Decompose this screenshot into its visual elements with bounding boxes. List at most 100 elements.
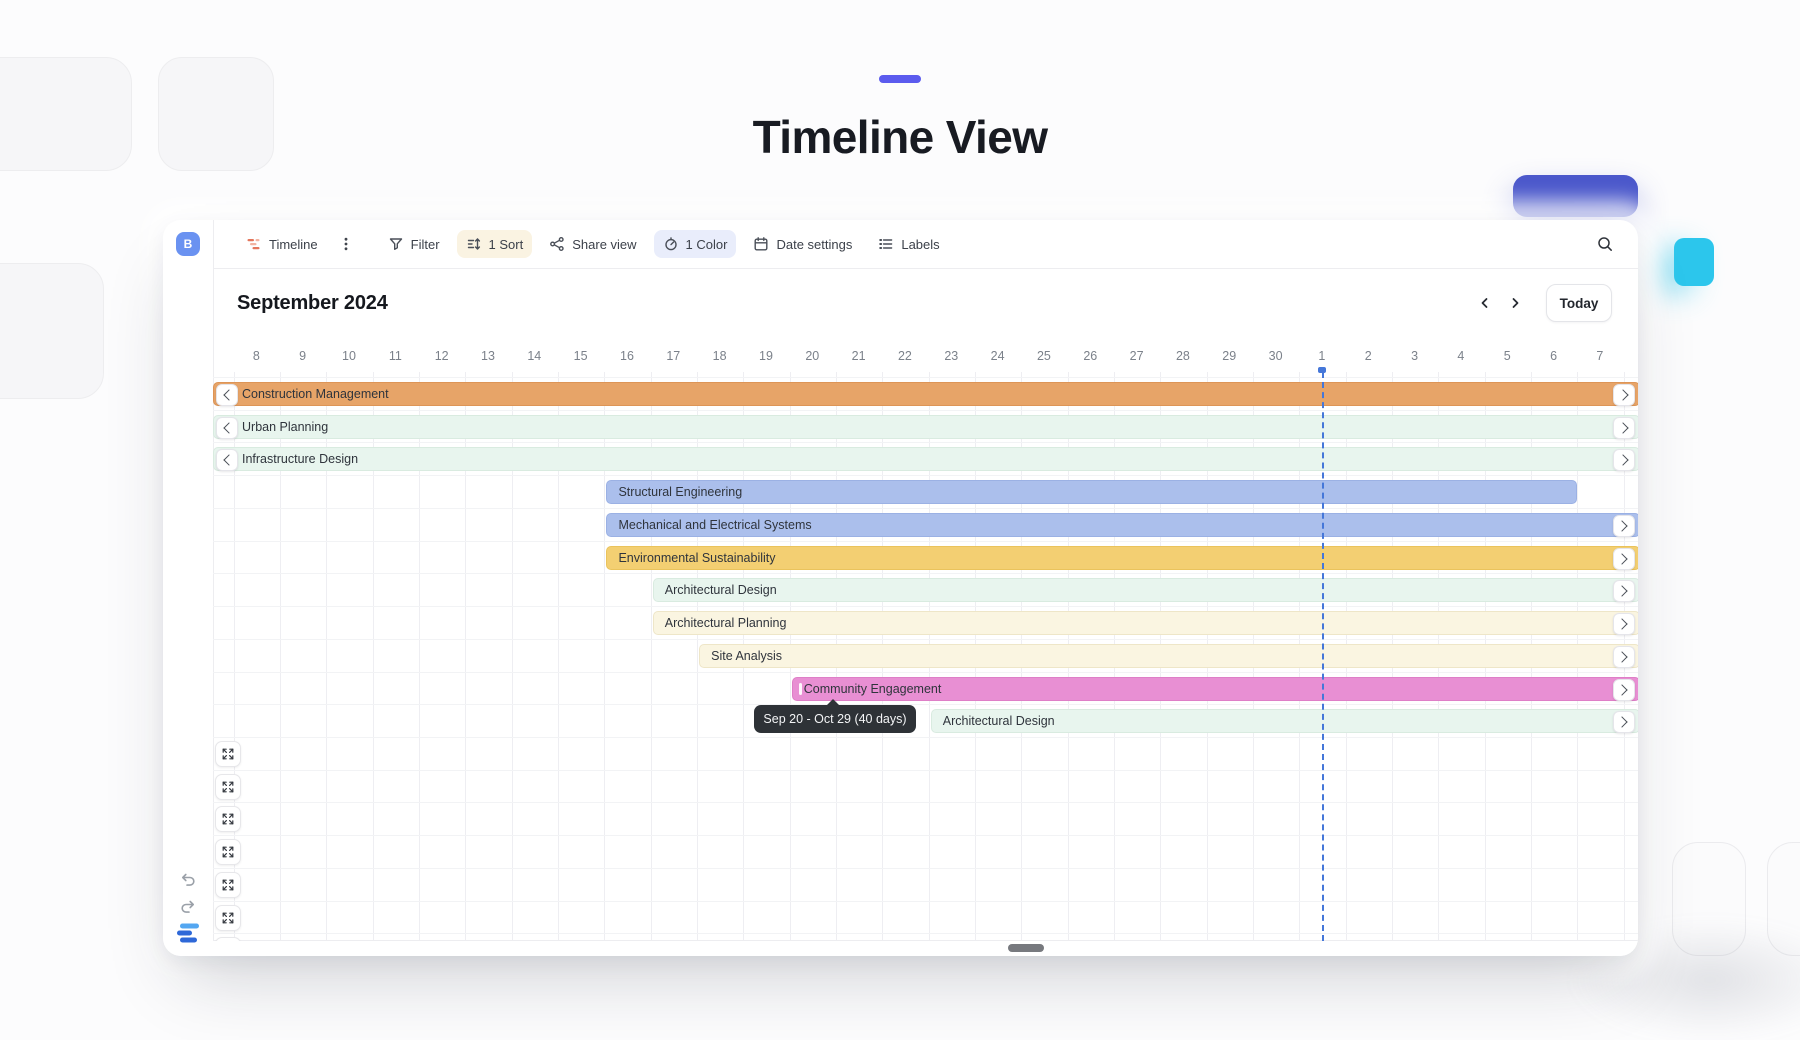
axis-tick: 23 [944, 349, 958, 363]
row-grid-line [213, 868, 1638, 869]
expand-right-button[interactable] [1613, 679, 1635, 701]
row-grid-line [213, 672, 1638, 673]
today-button[interactable]: Today [1546, 284, 1612, 322]
row-drag-handle[interactable] [215, 905, 241, 931]
axis-tick: 21 [852, 349, 866, 363]
expand-right-button[interactable] [1613, 417, 1635, 439]
labels-button[interactable]: Labels [869, 230, 948, 258]
chevron-right-icon [1617, 455, 1628, 466]
expand-right-button[interactable] [1613, 548, 1635, 570]
axis-tick: 6 [1550, 349, 1557, 363]
rows-logo-icon [177, 923, 199, 943]
brand-logo [177, 924, 199, 942]
axis-tick: 17 [666, 349, 680, 363]
workspace-avatar[interactable]: B [176, 232, 200, 256]
axis-tick: 14 [527, 349, 541, 363]
chevron-right-icon [1617, 684, 1628, 695]
row-grid-line [213, 835, 1638, 836]
chevron-right-icon [1617, 618, 1628, 629]
filter-button[interactable]: Filter [379, 230, 449, 258]
task-bar[interactable]: Architectural Design [931, 709, 1638, 733]
search-button[interactable] [1588, 227, 1622, 261]
axis-tick: 8 [253, 349, 260, 363]
share-view-label: Share view [572, 237, 636, 252]
color-button[interactable]: 1 Color [654, 230, 737, 258]
today-indicator-marker [1318, 367, 1326, 373]
task-bar[interactable]: Infrastructure Design [213, 447, 1638, 471]
collapse-left-button[interactable] [216, 384, 238, 406]
view-switcher-label: Timeline [269, 237, 318, 252]
share-view-button[interactable]: Share view [540, 230, 645, 258]
task-bar[interactable]: Architectural Planning [653, 611, 1638, 635]
sort-arrows-icon [466, 236, 482, 252]
timeline-icon [246, 236, 262, 252]
move-arrows-icon [222, 781, 234, 793]
expand-right-button[interactable] [1613, 515, 1635, 537]
more-menu-button[interactable] [335, 230, 357, 258]
row-grid-line [213, 704, 1638, 705]
bar-resize-grip[interactable] [799, 683, 802, 695]
expand-right-button[interactable] [1613, 580, 1635, 602]
color-label: 1 Color [686, 237, 728, 252]
sort-label: 1 Sort [489, 237, 524, 252]
redo-button[interactable] [177, 897, 199, 915]
next-month-button[interactable] [1500, 288, 1530, 318]
kebab-icon [338, 236, 354, 252]
task-bar-label: Urban Planning [242, 420, 328, 434]
task-bar[interactable]: Community Engagement [792, 677, 1638, 701]
row-drag-handle[interactable] [215, 741, 241, 767]
axis-tick: 11 [389, 349, 402, 363]
axis-tick: 2 [1365, 349, 1372, 363]
row-drag-handle[interactable] [215, 872, 241, 898]
chevron-right-icon [1509, 297, 1521, 309]
axis-tick: 27 [1130, 349, 1144, 363]
task-bar-label: Infrastructure Design [242, 452, 358, 466]
row-drag-handle[interactable] [215, 774, 241, 800]
collapse-left-button[interactable] [216, 449, 238, 471]
widget-toolbar: Timeline Filter 1 Sort [213, 220, 1638, 269]
view-switcher[interactable]: Timeline [237, 230, 327, 258]
collapse-left-button[interactable] [216, 417, 238, 439]
row-grid-line [213, 573, 1638, 574]
task-bar[interactable]: Architectural Design [653, 578, 1638, 602]
month-navigation: Today [1470, 284, 1612, 322]
task-bar[interactable]: Structural Engineering [606, 480, 1577, 504]
prev-month-button[interactable] [1470, 288, 1500, 318]
move-arrows-icon [222, 813, 234, 825]
row-grid-line [213, 933, 1638, 934]
page: Timeline View B [0, 0, 1800, 1013]
task-bar[interactable]: Urban Planning [213, 415, 1638, 439]
task-bar[interactable]: Environmental Sustainability [606, 546, 1638, 570]
expand-right-button[interactable] [1613, 613, 1635, 635]
color-wheel-icon [663, 236, 679, 252]
expand-right-button[interactable] [1613, 711, 1635, 733]
undo-arrow-icon [179, 871, 197, 887]
axis-tick: 9 [299, 349, 306, 363]
axis-tick: 4 [1457, 349, 1464, 363]
row-drag-handle[interactable] [215, 806, 241, 832]
list-icon [878, 236, 894, 252]
undo-button[interactable] [177, 870, 199, 888]
today-indicator-line [1322, 372, 1324, 941]
move-arrows-icon [222, 748, 234, 760]
sort-button[interactable]: 1 Sort [457, 230, 533, 258]
task-bar-label: Mechanical and Electrical Systems [618, 518, 811, 532]
expand-right-button[interactable] [1613, 449, 1635, 471]
scrollbar-thumb[interactable] [1008, 944, 1044, 952]
task-bar[interactable]: Site Analysis [699, 644, 1638, 668]
date-settings-button[interactable]: Date settings [744, 230, 861, 258]
expand-right-button[interactable] [1613, 384, 1635, 406]
row-grid-line [213, 508, 1638, 509]
axis-tick: 19 [759, 349, 773, 363]
task-bar[interactable]: Construction Management [213, 382, 1638, 406]
task-bar-label: Architectural Planning [665, 616, 787, 630]
labels-label: Labels [901, 237, 939, 252]
chevron-right-icon [1617, 389, 1628, 400]
row-drag-handle[interactable] [215, 937, 241, 941]
filter-label: Filter [411, 237, 440, 252]
task-bar[interactable]: Mechanical and Electrical Systems [606, 513, 1638, 537]
row-drag-handle[interactable] [215, 839, 241, 865]
expand-right-button[interactable] [1613, 646, 1635, 668]
axis-tick: 26 [1083, 349, 1097, 363]
chevron-right-icon [1617, 553, 1628, 564]
